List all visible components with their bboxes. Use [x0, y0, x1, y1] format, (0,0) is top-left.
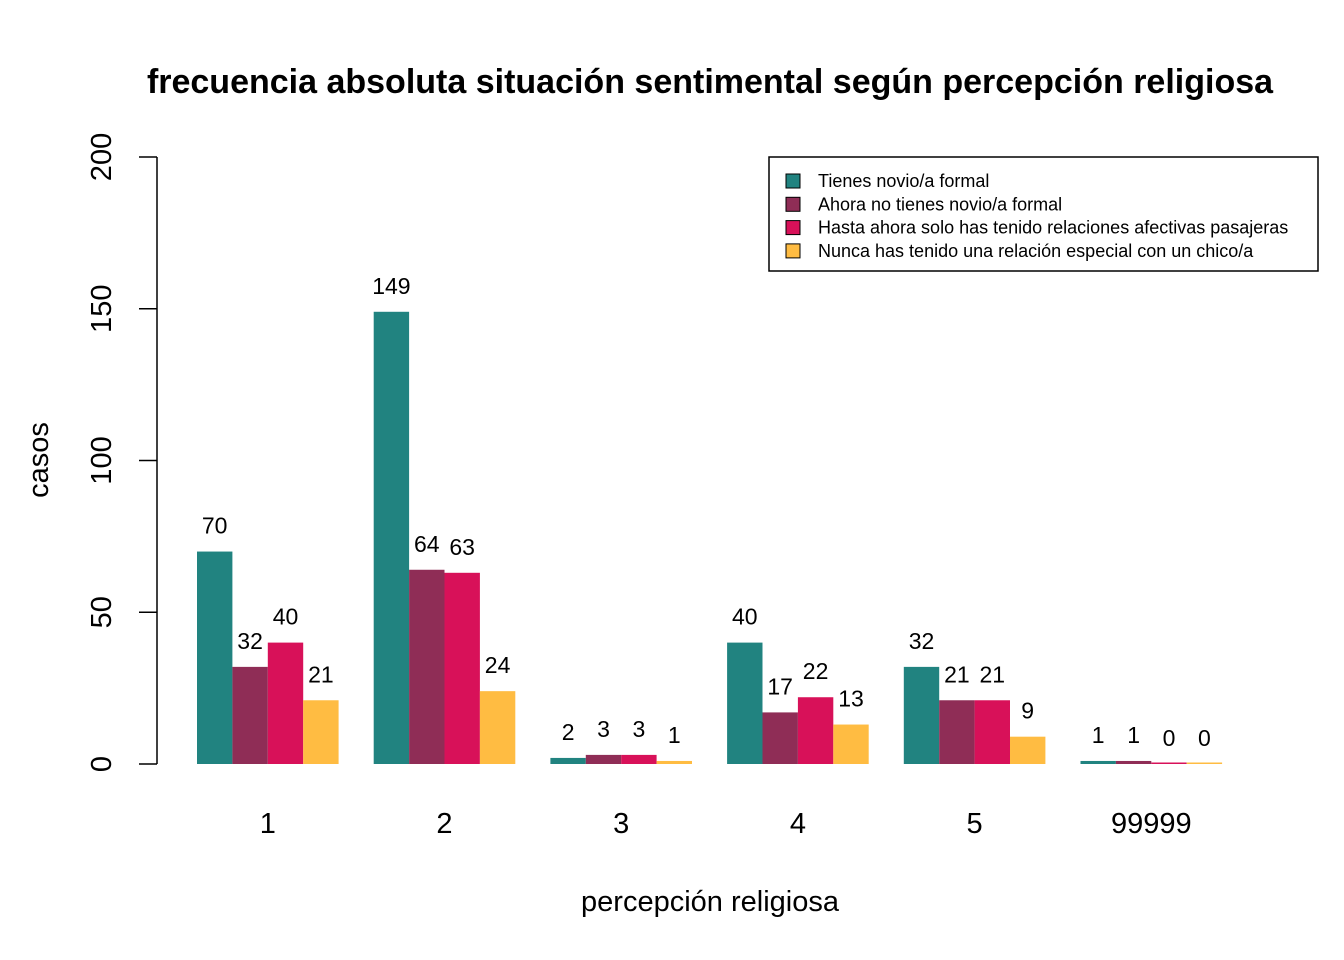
data-label: 17: [767, 673, 793, 699]
bar: [762, 712, 798, 764]
bar: [939, 700, 975, 764]
data-label: 22: [803, 658, 829, 684]
bar: [550, 757, 586, 764]
y-axis: 0 50 100 150 200: [86, 133, 158, 772]
data-label: 0: [1163, 725, 1176, 751]
legend-label: Hasta ahora solo has tenido relaciones a…: [818, 218, 1288, 238]
bar: [303, 700, 339, 764]
legend-label: Nunca has tenido una relación especial c…: [818, 241, 1254, 261]
bar: [409, 569, 445, 764]
bar: [373, 311, 410, 764]
legend: Tienes novio/a formal Ahora no tienes nov…: [768, 156, 1319, 272]
y-tick-label: 150: [86, 285, 118, 333]
y-tick-label: 200: [86, 133, 118, 181]
legend-label: Tienes novio/a formal: [818, 171, 989, 191]
data-label: 21: [308, 661, 334, 687]
bar: [197, 551, 233, 764]
bar: [1115, 760, 1152, 764]
data-label: 40: [732, 604, 758, 630]
bar: [621, 754, 657, 764]
x-tick-label: 1: [260, 808, 276, 840]
legend-label: Ahora no tienes novio/a formal: [818, 194, 1062, 214]
data-label: 63: [449, 534, 475, 560]
data-label: 21: [980, 661, 1006, 687]
bar: [1080, 760, 1116, 764]
data-label: 1: [668, 722, 681, 748]
bar: [479, 691, 516, 764]
data-label: 32: [237, 628, 263, 654]
data-label: 24: [485, 652, 511, 678]
legend-swatch: [785, 173, 801, 189]
bar: [444, 572, 480, 764]
data-label: 21: [944, 661, 970, 687]
bars-group: [197, 311, 1223, 764]
legend-items: Tienes novio/a formal Ahora no tienes nov…: [785, 171, 1288, 261]
x-tick-labels-group: 1 2 3 4 5 99999: [260, 808, 1192, 840]
x-tick-label: 99999: [1111, 808, 1192, 840]
bar: [1151, 762, 1187, 764]
data-label: 13: [838, 686, 864, 712]
legend-swatch: [785, 243, 801, 259]
x-tick-label: 4: [790, 808, 806, 840]
legend-swatch: [785, 220, 801, 236]
legend-swatch: [785, 196, 801, 212]
data-label: 40: [273, 604, 299, 630]
bar: [833, 724, 869, 764]
y-tick-label: 50: [86, 596, 118, 628]
data-label: 9: [1021, 698, 1034, 724]
chart-title: frecuencia absoluta situación sentimenta…: [147, 63, 1274, 101]
data-label: 1: [1092, 722, 1105, 748]
bar: [1186, 762, 1223, 764]
data-label: 149: [372, 273, 410, 299]
bar: [727, 642, 763, 764]
data-label: 64: [414, 531, 440, 557]
bar: [974, 700, 1010, 764]
x-tick-label: 5: [967, 808, 983, 840]
bar: [585, 754, 622, 764]
x-tick-label: 3: [613, 808, 629, 840]
y-tick-label: 100: [86, 436, 118, 484]
data-label: 0: [1198, 725, 1211, 751]
data-label: 32: [909, 628, 935, 654]
y-tick-label: 0: [86, 756, 118, 772]
data-label: 1: [1127, 722, 1140, 748]
bar: [797, 697, 834, 764]
data-label: 2: [562, 719, 575, 745]
data-label: 3: [597, 716, 610, 742]
bar: [1010, 736, 1046, 764]
data-label: 70: [202, 513, 228, 539]
data-label: 3: [633, 716, 646, 742]
bar: [903, 666, 940, 764]
bar: [267, 642, 304, 764]
legend-box: [768, 156, 1319, 272]
x-axis-label: percepción religiosa: [581, 886, 840, 918]
y-axis-label: casos: [23, 422, 55, 498]
x-tick-label: 2: [436, 808, 452, 840]
bar: [232, 666, 268, 764]
bar: [656, 760, 692, 764]
